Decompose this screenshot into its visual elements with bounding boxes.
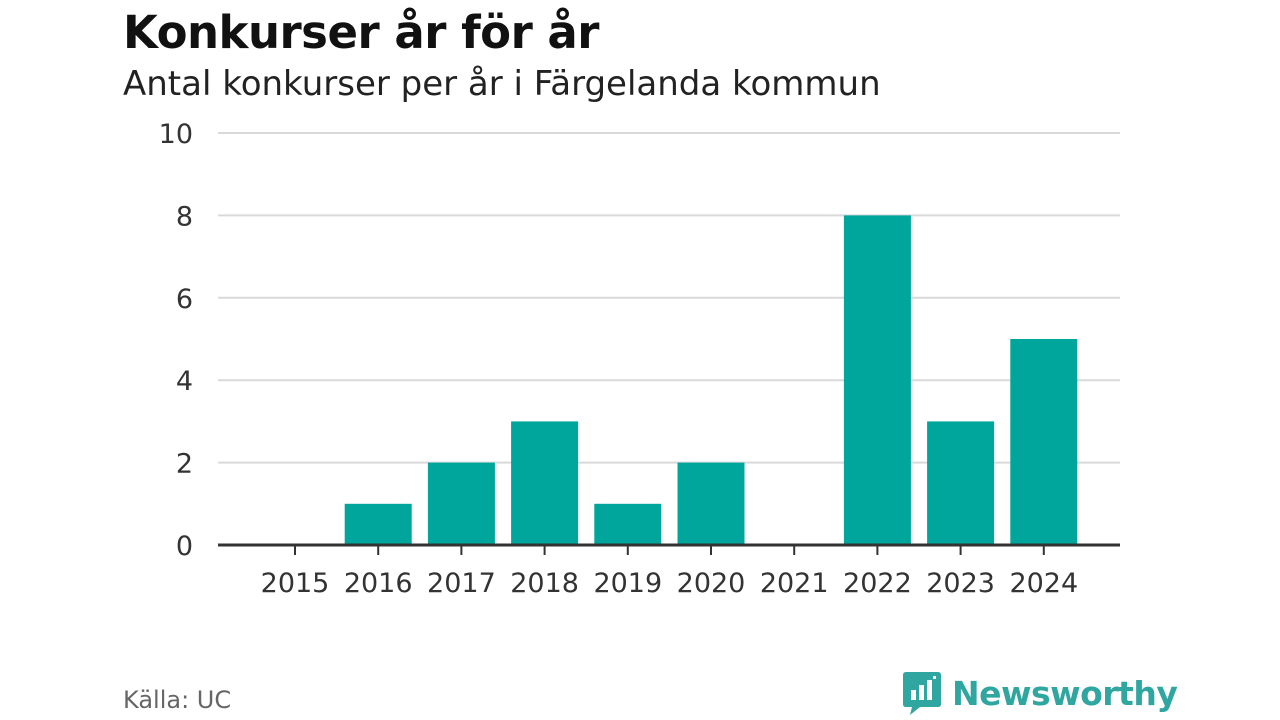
x-tick-label: 2023 [926,568,995,599]
y-tick-label: 6 [176,284,193,315]
y-tick-label: 4 [176,366,193,397]
brand-logo: Newsworthy [902,670,1178,716]
y-tick-label: 0 [176,531,193,562]
x-tick-label: 2017 [427,568,496,599]
bar-2017 [427,462,495,545]
brand-name: Newsworthy [952,673,1178,713]
x-tick-label: 2021 [760,568,829,599]
bar-2016 [344,503,412,545]
x-tick-label: 2022 [843,568,912,599]
bar-2020 [677,462,745,545]
x-tick-label: 2016 [344,568,413,599]
x-tick-label: 2019 [593,568,662,599]
chart-subtitle: Antal konkurser per år i Färgelanda komm… [123,64,881,104]
x-tick-label: 2015 [261,568,330,599]
bar-2024 [1010,339,1078,545]
bar-2023 [927,421,995,545]
bar-2019 [594,503,662,545]
bar-2022 [843,215,911,545]
y-tick-label: 2 [176,449,193,480]
x-tick-label: 2020 [677,568,746,599]
bar-2018 [511,421,579,545]
chart-title: Konkurser år för år [123,6,600,59]
source-note: Källa: UC [123,686,232,714]
y-tick-label: 10 [159,119,193,150]
x-tick-label: 2018 [510,568,579,599]
y-tick-label: 8 [176,201,193,232]
bar-chart: 0 2 4 6 8 10 2015 2016 2017 2018 2019 2020 2021 2022 2… [159,119,1120,599]
x-tick-label: 2024 [1009,568,1078,599]
newsworthy-logo-icon [903,672,941,715]
